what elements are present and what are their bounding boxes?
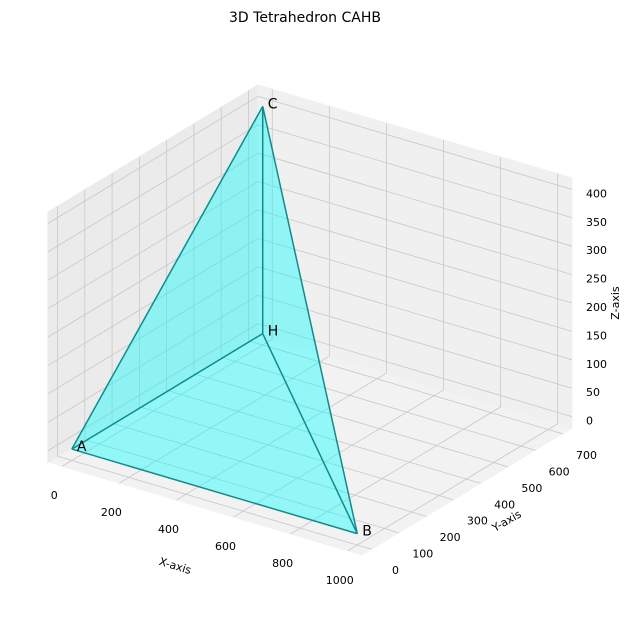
grid-line bbox=[347, 423, 558, 552]
z-tick-label: 50 bbox=[586, 386, 600, 399]
z-tick-label: 300 bbox=[586, 244, 607, 257]
y-tick-label: 100 bbox=[412, 548, 433, 561]
vertex-label: C bbox=[268, 96, 278, 112]
grid-line bbox=[257, 95, 573, 190]
grid-line bbox=[47, 124, 259, 253]
grid-line bbox=[257, 323, 573, 418]
grid-line bbox=[166, 389, 481, 484]
z-tick-label: 200 bbox=[586, 301, 607, 314]
y-tick-label: 500 bbox=[521, 482, 542, 495]
grid-line bbox=[47, 152, 259, 281]
grid-line bbox=[47, 181, 259, 309]
edge bbox=[71, 332, 264, 450]
z-tick-label: 0 bbox=[586, 415, 593, 428]
x-tick-label: 1000 bbox=[326, 574, 354, 587]
grid-line bbox=[62, 338, 273, 467]
y-tick-label: 700 bbox=[576, 449, 597, 462]
grid-line bbox=[257, 294, 573, 389]
edge bbox=[262, 333, 358, 534]
vertex-label: H bbox=[268, 324, 279, 340]
grid-line bbox=[176, 372, 387, 501]
grid-line bbox=[84, 439, 399, 534]
grid-line bbox=[257, 238, 573, 332]
y-tick-label: 0 bbox=[392, 564, 399, 577]
z-tick-label: 150 bbox=[586, 329, 607, 342]
grid-line bbox=[290, 406, 501, 535]
grid-line bbox=[257, 266, 573, 361]
grid-line bbox=[257, 209, 573, 304]
grid-line bbox=[257, 181, 573, 275]
z-tick-label: 350 bbox=[586, 216, 607, 229]
x-tick-label: 800 bbox=[272, 557, 293, 570]
grid-line bbox=[248, 340, 563, 435]
y-tick-label: 600 bbox=[549, 465, 570, 478]
x-tick-label: 600 bbox=[215, 540, 236, 553]
grid-line bbox=[57, 455, 372, 550]
edge bbox=[71, 448, 358, 535]
grid-line bbox=[111, 422, 427, 517]
vertex-label: A bbox=[77, 439, 87, 455]
y-tick-label: 400 bbox=[494, 498, 515, 511]
grid-line bbox=[257, 152, 573, 247]
vertex-label: B bbox=[362, 524, 372, 540]
grid-line bbox=[47, 266, 259, 395]
z-tick-label: 400 bbox=[586, 187, 607, 200]
edge bbox=[261, 106, 359, 534]
y-tick-label: 300 bbox=[467, 515, 488, 528]
y-tick-label: 200 bbox=[440, 531, 461, 544]
x-axis-label: X-axis bbox=[157, 555, 193, 577]
grid-line bbox=[233, 389, 444, 518]
x-tick-label: 200 bbox=[101, 506, 122, 519]
chart-title: 3D Tetrahedron CAHB bbox=[229, 10, 381, 26]
y-axis-label: Y-axis bbox=[489, 507, 524, 535]
grid-line bbox=[47, 209, 259, 338]
grid-line bbox=[257, 124, 573, 219]
grid-line bbox=[47, 294, 259, 423]
grid-line bbox=[47, 96, 259, 224]
edge bbox=[71, 105, 264, 450]
z-tick-label: 100 bbox=[586, 358, 607, 371]
grid-line bbox=[221, 356, 536, 451]
x-tick-label: 400 bbox=[158, 523, 179, 536]
grid-line bbox=[139, 406, 454, 501]
grid-line bbox=[193, 373, 509, 468]
z-tick-label: 250 bbox=[586, 273, 607, 286]
x-tick-label: 0 bbox=[51, 489, 58, 502]
z-axis-label: Z-axis bbox=[609, 286, 622, 320]
grid-line bbox=[119, 355, 330, 484]
